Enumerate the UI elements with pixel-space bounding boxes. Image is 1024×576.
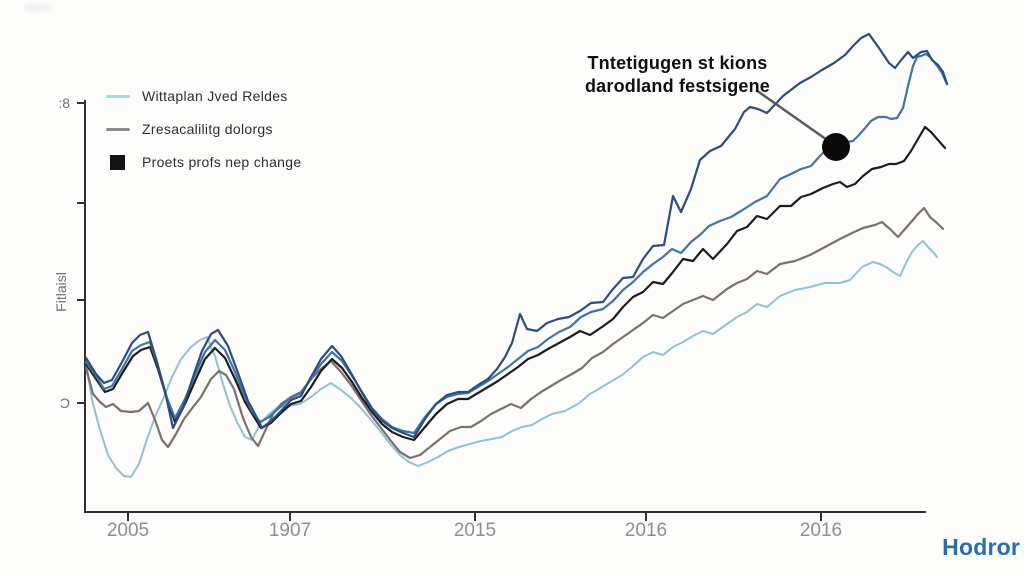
legend-item-label: Zresacalilitg dolorgs: [142, 121, 273, 137]
annotation-arrow: [755, 88, 831, 144]
x-tick-label: 1907: [269, 520, 311, 541]
annotation-line-2: darodland festsigene: [584, 76, 771, 96]
y-axis-title: Fitlaisl: [53, 272, 69, 312]
legend-item-label: Proets profs nep change: [142, 154, 302, 170]
legend-item: Wittaplan Jved Reldes: [106, 88, 301, 104]
series-black-line: [84, 125, 947, 442]
y-tick-label: :8: [58, 95, 70, 111]
x-tick-label: 2016: [800, 520, 842, 541]
legend-line-swatch-cyan-icon: [106, 94, 130, 98]
series-steel-blue-line: [84, 52, 949, 435]
chart-annotation: Tntetigugen st kions darodland festsigen…: [575, 52, 780, 98]
watermark-text: Hodror: [942, 534, 1020, 560]
legend-item: Proets profs nep change: [106, 154, 301, 170]
series-taupe-line: [84, 206, 945, 460]
legend-line-swatch-gray-icon: [106, 127, 130, 131]
x-tick-label: 2016: [625, 520, 667, 541]
artifact-smudge: [24, 4, 50, 11]
series-light-cyan-line: [85, 240, 938, 478]
series-navy-line: [84, 32, 949, 439]
x-tick-label: 2005: [107, 520, 149, 541]
y-tick-label: Ɔ: [60, 395, 70, 411]
annotation-dot: [822, 133, 850, 161]
chart-legend: Wittaplan Jved Reldes Zresacalilitg dolo…: [106, 88, 301, 170]
legend-item: Zresacalilitg dolorgs: [106, 121, 301, 137]
legend-square-swatch-black-icon: [110, 154, 125, 170]
legend-item-label: Wittaplan Jved Reldes: [142, 88, 288, 104]
x-tick-label: 2015: [454, 520, 496, 541]
annotation-line-1: Tntetigugen st kions: [587, 53, 768, 73]
